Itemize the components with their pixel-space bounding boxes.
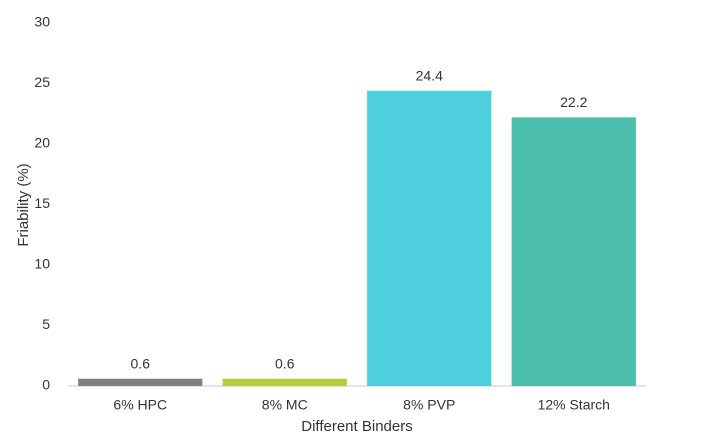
bar (78, 378, 203, 386)
data-label: 24.4 (416, 67, 443, 83)
x-tick-label: 8% MC (262, 397, 308, 413)
x-axis-label: Different Binders (301, 418, 412, 435)
y-tick-label: 30 (34, 14, 50, 30)
bar (222, 378, 347, 386)
y-tick-label: 5 (42, 316, 50, 332)
y-tick-label: 10 (34, 256, 50, 272)
data-label: 0.6 (275, 355, 295, 371)
data-label: 22.2 (560, 94, 587, 110)
x-tick-label: 12% Starch (538, 397, 610, 413)
bar (511, 117, 636, 386)
bar (367, 90, 492, 386)
data-label: 0.6 (131, 355, 151, 371)
y-tick-label: 20 (34, 135, 50, 151)
y-tick-label: 15 (34, 195, 50, 211)
x-tick-label: 8% PVP (403, 397, 455, 413)
y-tick-label: 25 (34, 74, 50, 90)
y-tick-label: 0 (42, 377, 50, 393)
y-axis-label: Friability (%) (15, 163, 32, 246)
x-tick-label: 6% HPC (113, 397, 167, 413)
